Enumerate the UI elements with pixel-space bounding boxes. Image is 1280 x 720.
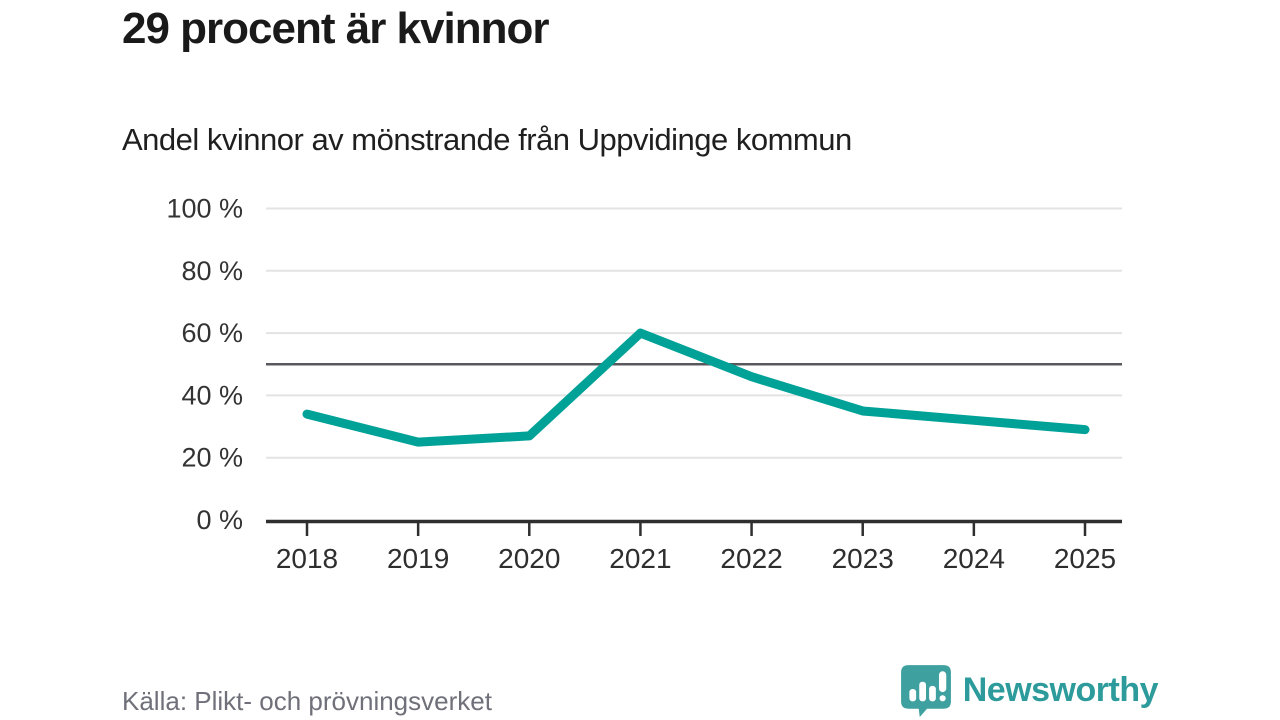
x-tick-label: 2021 [609, 543, 671, 574]
y-tick-label: 0 % [196, 505, 243, 535]
newsworthy-logo-icon [900, 665, 951, 717]
x-tick-label: 2024 [943, 543, 1005, 574]
logo-exclamation-dot [939, 695, 946, 702]
x-tick-label: 2019 [387, 543, 449, 574]
y-tick-label: 80 % [181, 256, 243, 286]
x-tick-label: 2025 [1054, 543, 1116, 574]
newsworthy-logo: Newsworthy [899, 663, 1159, 717]
x-tick-label: 2023 [832, 543, 894, 574]
x-tick-label: 2022 [720, 543, 782, 574]
logo-exclamation-stroke [938, 671, 946, 693]
y-tick-label: 100 % [166, 194, 243, 224]
y-tick-label: 60 % [181, 318, 243, 348]
x-tick-label: 2018 [276, 543, 338, 574]
logo-bar-1 [909, 688, 916, 702]
chart-title: 29 procent är kvinnor [122, 4, 549, 53]
source-note: Källa: Plikt- och prövningsverket [122, 686, 492, 716]
logo-bar-2 [918, 681, 926, 702]
logo-bar-3 [928, 685, 936, 702]
y-tick-label: 40 % [181, 380, 243, 410]
y-tick-label: 20 % [181, 443, 243, 473]
chart-subtitle: Andel kvinnor av mönstrande från Uppvidi… [122, 122, 852, 157]
x-tick-label: 2020 [498, 543, 560, 574]
newsworthy-logo-text: Newsworthy [962, 670, 1159, 709]
trend-line [302, 328, 1090, 447]
